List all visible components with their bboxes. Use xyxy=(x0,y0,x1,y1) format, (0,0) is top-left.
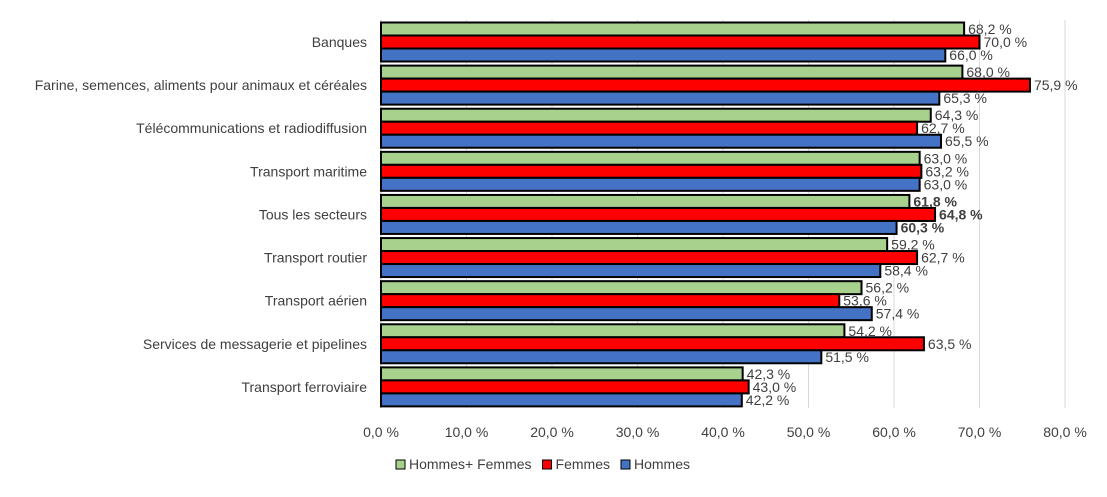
bar-hommes xyxy=(380,219,898,235)
bar-femmes xyxy=(380,293,841,309)
bar-hommes-femmes xyxy=(380,237,889,253)
bar-hommes-femmes xyxy=(380,366,744,382)
data-label: 56,2 % xyxy=(866,280,910,296)
x-tick-label: 0,0 % xyxy=(363,424,399,440)
bar-hommes-femmes xyxy=(380,21,966,37)
bar-hommes xyxy=(380,47,947,63)
data-label: 68,2 % xyxy=(968,21,1012,37)
x-tick-label: 50,0 % xyxy=(787,424,831,440)
bar-hommes xyxy=(380,90,941,106)
bar-femmes xyxy=(380,379,750,395)
x-tick-label: 20,0 % xyxy=(530,424,574,440)
x-tick-label: 80,0 % xyxy=(1043,424,1087,440)
bar-hommes-femmes xyxy=(380,64,964,80)
bar-hommes xyxy=(380,263,882,279)
category-label: Transport ferroviaire xyxy=(241,379,367,395)
data-label: 63,5 % xyxy=(928,336,972,352)
bar-hommes-femmes xyxy=(380,323,846,339)
data-label: 63,0 % xyxy=(924,150,968,166)
bar-hommes xyxy=(380,133,943,149)
bar-hommes xyxy=(380,176,921,192)
bar-hommes xyxy=(380,349,823,365)
bar-femmes xyxy=(380,77,1031,93)
bar-femmes xyxy=(380,250,919,266)
category-label: Services de messagerie et pipelines xyxy=(143,336,367,352)
data-label: 68,0 % xyxy=(966,64,1010,80)
bar-femmes xyxy=(380,120,919,136)
x-tick-label: 70,0 % xyxy=(958,424,1002,440)
bar-femmes xyxy=(380,34,981,50)
category-label: Farine, semences, aliments pour animaux … xyxy=(35,77,367,93)
data-label: 63,0 % xyxy=(924,176,968,192)
data-label: 62,7 % xyxy=(921,250,965,266)
x-tick-label: 60,0 % xyxy=(872,424,916,440)
bar-hommes xyxy=(380,392,743,408)
bar-hommes-femmes xyxy=(380,280,863,296)
bar-hommes xyxy=(380,306,873,322)
legend-label: Hommes+ Femmes xyxy=(409,456,532,472)
data-label: 75,9 % xyxy=(1034,77,1078,93)
data-label: 62,7 % xyxy=(921,120,965,136)
bar-hommes-femmes xyxy=(380,107,932,123)
x-tick-label: 30,0 % xyxy=(616,424,660,440)
data-label: 54,2 % xyxy=(848,323,892,339)
category-label: Tous les secteurs xyxy=(259,206,367,222)
data-label: 65,3 % xyxy=(943,90,987,106)
data-label: 66,0 % xyxy=(949,47,993,63)
x-tick-label: 40,0 % xyxy=(701,424,745,440)
category-label: Transport aérien xyxy=(265,293,367,309)
bar-hommes-femmes xyxy=(380,193,911,209)
category-label: Banques xyxy=(312,34,367,50)
bar-femmes xyxy=(380,206,937,222)
x-tick-label: 10,0 % xyxy=(445,424,489,440)
legend-swatch xyxy=(620,459,631,470)
bar-hommes-femmes xyxy=(380,150,921,166)
data-label: 57,4 % xyxy=(876,306,920,322)
data-label: 63,2 % xyxy=(925,163,969,179)
data-label: 61,8 % xyxy=(913,193,957,209)
legend-label: Femmes xyxy=(556,456,610,472)
data-label: 51,5 % xyxy=(825,349,869,365)
data-label: 42,3 % xyxy=(747,366,791,382)
legend-swatch xyxy=(542,459,553,470)
data-label: 60,3 % xyxy=(901,219,945,235)
data-label: 43,0 % xyxy=(753,379,797,395)
category-label: Transport maritime xyxy=(250,163,367,179)
bar-femmes xyxy=(380,163,923,179)
data-label: 42,2 % xyxy=(746,392,790,408)
legend-label: Hommes xyxy=(634,456,690,472)
data-label: 64,3 % xyxy=(935,107,979,123)
category-label: Télécommunications et radiodiffusion xyxy=(136,120,367,136)
data-label: 58,4 % xyxy=(884,263,928,279)
data-label: 53,6 % xyxy=(843,293,887,309)
legend-swatch xyxy=(395,459,406,470)
data-label: 59,2 % xyxy=(891,237,935,253)
category-label: Transport routier xyxy=(264,250,367,266)
data-label: 64,8 % xyxy=(939,206,983,222)
data-label: 65,5 % xyxy=(945,133,989,149)
data-label: 70,0 % xyxy=(984,34,1028,50)
